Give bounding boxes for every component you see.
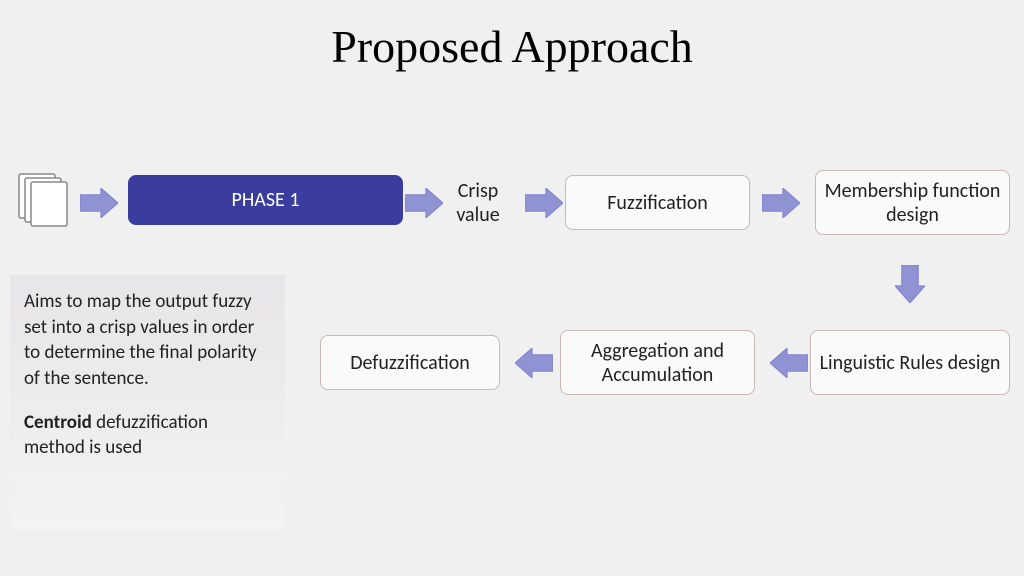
- node-phase1: PHASE 1: [128, 175, 403, 225]
- arrow-aggregation-to-defuzz: [515, 348, 553, 378]
- node-fuzzification: Fuzzification: [565, 175, 750, 230]
- arrow-crisp-to-fuzz: [525, 188, 563, 218]
- node-linguistic-rules-design: Linguistic Rules design: [810, 330, 1010, 395]
- arrow-membership-to-linguistic: [895, 265, 925, 303]
- node-defuzzification: Defuzzification: [320, 335, 500, 390]
- description-para2: Centroid defuzzification method is used: [24, 410, 271, 461]
- node-membership-function-design: Membership function design: [815, 170, 1010, 235]
- node-aggregation-accumulation: Aggregation and Accumulation: [560, 330, 755, 395]
- arrow-phase1-to-crisp: [405, 188, 443, 218]
- description-panel: Aims to map the output fuzzy set into a …: [10, 275, 285, 530]
- description-para1: Aims to map the output fuzzy set into a …: [24, 289, 271, 392]
- arrow-docs-to-phase1: [80, 188, 118, 218]
- arrow-linguistic-to-aggregation: [770, 348, 808, 378]
- page-title: Proposed Approach: [0, 20, 1024, 73]
- arrow-fuzz-to-membership: [762, 188, 800, 218]
- documents-icon: [15, 170, 70, 230]
- node-crisp-value: Crisp value: [438, 175, 518, 230]
